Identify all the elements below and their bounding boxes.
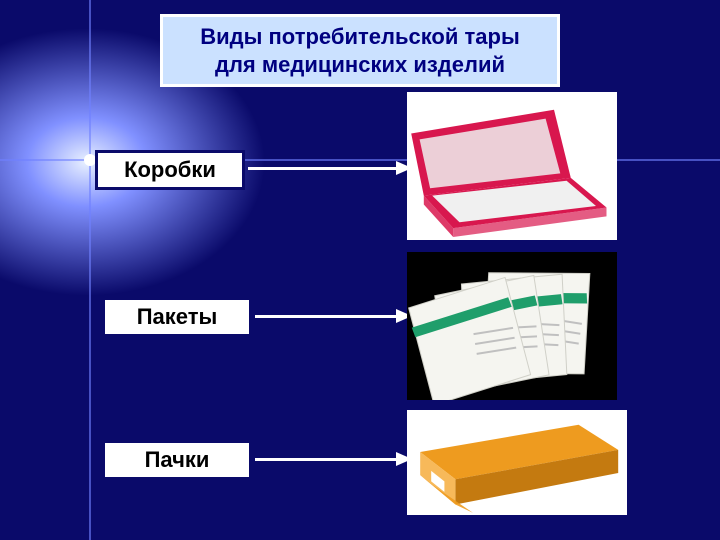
item-box-0: Коробки <box>95 150 245 190</box>
arrow-line <box>255 458 396 461</box>
arrow-line <box>248 167 396 170</box>
slide-root: Виды потребительской тары для медицински… <box>0 0 720 540</box>
slide-title: Виды потребительской тары для медицински… <box>160 14 560 87</box>
carton-icon <box>407 410 627 515</box>
image-panel-0 <box>407 92 617 240</box>
item-label: Пачки <box>145 447 210 472</box>
item-label: Коробки <box>124 157 216 182</box>
item-box-1: Пакеты <box>102 297 252 337</box>
title-line1: Виды потребительской тары <box>200 24 520 49</box>
item-label: Пакеты <box>137 304 218 329</box>
open_box-icon <box>407 92 617 240</box>
item-box-2: Пачки <box>102 440 252 480</box>
pouches-icon <box>407 252 617 400</box>
arrow-line <box>255 315 396 318</box>
image-panel-2 <box>407 410 627 515</box>
image-panel-1 <box>407 252 617 400</box>
title-line2: для медицинских изделий <box>215 52 505 77</box>
